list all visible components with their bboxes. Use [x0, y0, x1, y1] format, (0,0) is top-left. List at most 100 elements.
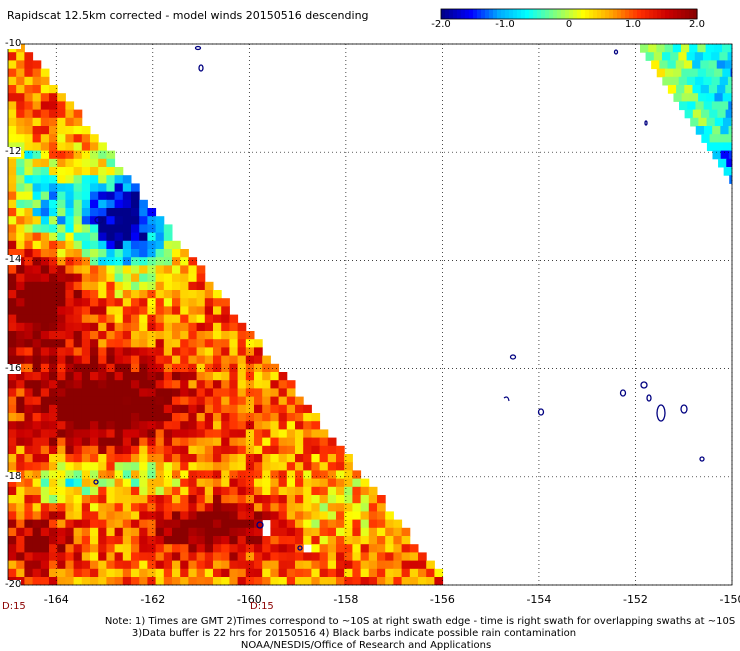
heatmap-cell: [156, 315, 165, 324]
heatmap-cell: [164, 536, 173, 545]
heatmap-cell: [33, 241, 42, 250]
heatmap-cell: [172, 577, 181, 585]
heatmap-cell: [115, 347, 124, 356]
heatmap-cell: [139, 511, 148, 520]
heatmap-cell: [287, 380, 296, 389]
heatmap-cell: [320, 520, 329, 529]
heatmap-cell: [156, 397, 165, 406]
heatmap-cell: [229, 470, 238, 479]
heatmap-cell: [213, 462, 222, 471]
heatmap-cell: [33, 421, 42, 430]
heatmap-cell: [180, 397, 189, 406]
heatmap-cell: [164, 487, 173, 496]
heatmap-cell: [229, 323, 238, 332]
heatmap-cell: [188, 454, 197, 463]
heatmap-cell: [221, 331, 230, 340]
heatmap-cell: [74, 372, 83, 381]
x-tick-label: -152: [623, 593, 648, 606]
heatmap-cell: [246, 552, 255, 561]
heatmap-cell: [98, 208, 107, 217]
heatmap-cell: [229, 356, 238, 365]
heatmap-cell: [106, 249, 115, 258]
heatmap-cell: [295, 569, 304, 578]
heatmap-cell: [172, 528, 181, 537]
heatmap-cell: [57, 503, 66, 512]
heatmap-cell: [295, 561, 304, 570]
heatmap-cell: [41, 429, 50, 438]
heatmap-cell: [123, 372, 132, 381]
heatmap-cell: [98, 356, 107, 365]
heatmap-cell: [295, 577, 304, 585]
heatmap-cell: [270, 372, 279, 381]
heatmap-cell: [106, 216, 115, 225]
heatmap-cell: [418, 552, 427, 561]
heatmap-cell: [156, 536, 165, 545]
heatmap-cell: [320, 462, 329, 471]
heatmap-cell: [311, 462, 320, 471]
heatmap-cell: [279, 577, 288, 585]
heatmap-cell: [115, 454, 124, 463]
heatmap-cell: [41, 134, 50, 143]
heatmap-cell: [709, 85, 718, 94]
heatmap-cell: [706, 69, 715, 78]
heatmap-cell: [197, 577, 206, 585]
heatmap-cell: [172, 561, 181, 570]
heatmap-cell: [131, 183, 140, 192]
heatmap-cell: [65, 298, 74, 307]
heatmap-cell: [41, 200, 50, 209]
heatmap-cell: [74, 347, 83, 356]
heatmap-cell: [418, 577, 427, 585]
heatmap-cell: [238, 577, 247, 585]
heatmap-cell: [8, 175, 17, 184]
heatmap-cell: [246, 429, 255, 438]
heatmap-cell: [205, 536, 214, 545]
heatmap-cell: [295, 536, 304, 545]
heatmap-cell: [16, 233, 25, 242]
heatmap-cell: [82, 454, 91, 463]
heatmap-cell: [115, 265, 124, 274]
heatmap-cell: [238, 372, 247, 381]
heatmap-cell: [188, 413, 197, 422]
heatmap-cell: [90, 397, 99, 406]
heatmap-cell: [270, 511, 279, 520]
heatmap-cell: [180, 413, 189, 422]
heatmap-cell: [246, 438, 255, 447]
heatmap-cell: [369, 528, 378, 537]
heatmap-cell: [139, 290, 148, 299]
heatmap-cell: [328, 561, 337, 570]
heatmap-cell: [320, 503, 329, 512]
heatmap-cell: [33, 290, 42, 299]
heatmap-cell: [205, 282, 214, 291]
x-tick-label: -150: [720, 593, 740, 606]
heatmap-cell: [197, 454, 206, 463]
heatmap-cell: [434, 577, 443, 585]
heatmap-cell: [336, 487, 345, 496]
heatmap-cell: [115, 561, 124, 570]
heatmap-cell: [82, 298, 91, 307]
heatmap-cell: [344, 503, 353, 512]
heatmap-cell: [336, 536, 345, 545]
heatmap-cell: [229, 372, 238, 381]
heatmap-cell: [262, 405, 271, 414]
heatmap-cell: [238, 503, 247, 512]
heatmap-cell: [147, 577, 156, 585]
heatmap-cell: [98, 167, 107, 176]
heatmap-cell: [57, 577, 66, 585]
heatmap-cell: [295, 528, 304, 537]
heatmap-cell: [279, 552, 288, 561]
heatmap-cell: [49, 134, 58, 143]
heatmap-cell: [147, 495, 156, 504]
heatmap-cell: [205, 372, 214, 381]
heatmap-cell: [24, 298, 33, 307]
heatmap-cell: [131, 397, 140, 406]
heatmap-cell: [82, 503, 91, 512]
heatmap-cell: [205, 577, 214, 585]
heatmap-cell: [24, 323, 33, 332]
heatmap-cell: [82, 438, 91, 447]
heatmap-cell: [90, 298, 99, 307]
heatmap-cell: [82, 241, 91, 250]
heatmap-cell: [115, 380, 124, 389]
heatmap-cell: [270, 495, 279, 504]
heatmap-cell: [287, 561, 296, 570]
heatmap-cell: [98, 429, 107, 438]
